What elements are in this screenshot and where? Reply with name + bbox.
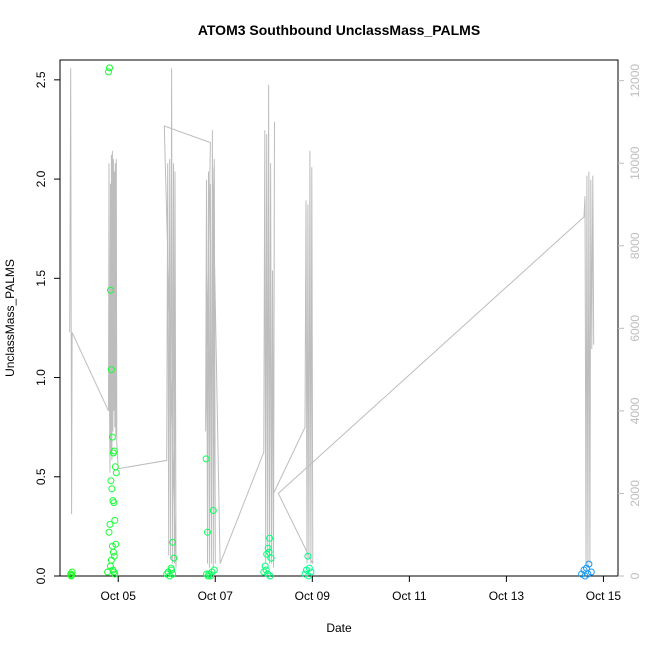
data-point [304,552,312,560]
data-point [584,570,592,578]
y2-tick-label: 4000 [628,397,642,424]
y2-tick-label: 8000 [628,232,642,259]
altitude-line [69,68,595,568]
data-point [585,560,593,568]
data-point [111,570,119,578]
data-point [168,566,176,574]
data-point [106,64,113,72]
data-point [108,485,116,493]
x-tick-label: Oct 07 [198,589,234,603]
data-point [112,469,120,477]
y-axis-left: 0.0 0.5 1.0 1.5 2.0 2.5 [34,71,60,584]
x-tick-label: Oct 11 [392,589,427,603]
y2-tick-label: 0 [628,572,642,579]
data-point [111,516,119,524]
y-axis-label: UnclassMass_PALMS [3,259,17,377]
data-point [266,572,274,580]
y2-tick-label: 6000 [628,315,642,342]
data-point [112,540,120,548]
y2-tick-label: 12000 [628,64,642,98]
data-point [107,477,115,485]
y2-tick-label: 10000 [628,146,642,180]
data-point [305,564,313,572]
data-point [261,562,269,570]
data-point [109,548,117,556]
data-point [262,566,270,574]
data-point [203,570,210,578]
chart-title: ATOM3 Southbound UnclassMass_PALMS [198,22,480,38]
x-tick-label: Oct 09 [295,589,331,603]
x-axis-label: Date [326,621,352,635]
data-point [265,548,273,556]
data-point [110,499,118,507]
data-point [202,455,210,463]
x-tick-label: Oct 13 [489,589,525,603]
data-point [304,572,312,580]
altitude-line-layer [69,68,595,568]
data-point [105,528,113,536]
data-point [105,68,112,76]
y-tick-label: 1.5 [34,270,48,287]
data-point [169,570,177,578]
y-tick-label: 1.0 [34,369,48,386]
data-point [170,554,178,562]
y-tick-label: 2.5 [34,71,48,88]
data-point [107,366,115,374]
data-point [107,286,114,294]
data-point [204,572,212,580]
y-tick-label: 2.0 [34,170,48,187]
plot-frame [59,59,619,577]
points-layer [67,64,595,580]
data-point [106,520,114,528]
data-point [301,570,309,578]
y-axis-right: 0 2000 4000 6000 8000 10000 12000 [618,64,642,579]
data-point [169,538,177,546]
data-point [204,528,211,536]
data-point [111,463,119,471]
data-point [264,544,272,552]
x-tick-label: Oct 05 [101,589,137,603]
x-axis: Oct 05 Oct 07 Oct 09 Oct 11 Oct 13 Oct 15 [101,576,622,603]
data-point [68,571,76,579]
data-point [108,433,116,441]
x-tick-label: Oct 15 [586,589,622,603]
y2-tick-label: 2000 [628,480,642,507]
data-point [210,566,218,574]
data-point [209,507,217,514]
data-point [68,568,76,576]
data-point [206,572,214,580]
data-point [267,554,275,562]
data-point [110,447,118,455]
y-tick-label: 0.5 [34,468,48,485]
data-point [266,534,274,542]
y-tick-label: 0.0 [34,567,48,584]
data-point [587,568,595,576]
